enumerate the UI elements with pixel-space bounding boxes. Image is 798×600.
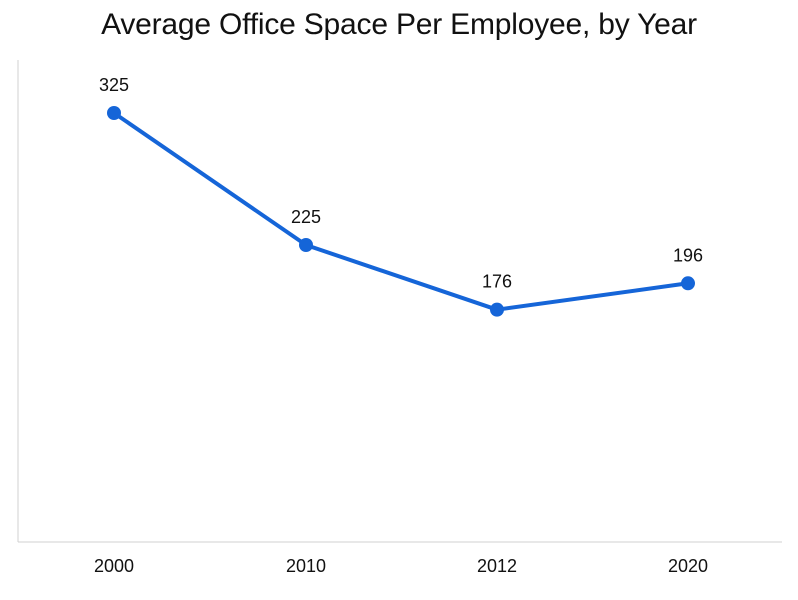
data-label: 196 (673, 245, 703, 265)
data-point (299, 238, 313, 252)
x-tick-label: 2012 (477, 556, 517, 576)
x-tick-label: 2020 (668, 556, 708, 576)
chart-marks: 325 225 176 196 2000 2010 2012 2020 (94, 75, 708, 576)
chart-title: Average Office Space Per Employee, by Ye… (101, 8, 697, 41)
data-point (107, 106, 121, 120)
data-label: 176 (482, 272, 512, 292)
data-label: 325 (99, 75, 129, 95)
data-point (681, 276, 695, 291)
x-tick-label: 2000 (94, 556, 134, 576)
data-point (490, 302, 504, 317)
series-line (112, 111, 690, 312)
data-label: 225 (291, 207, 321, 227)
x-tick-label: 2010 (286, 556, 326, 576)
